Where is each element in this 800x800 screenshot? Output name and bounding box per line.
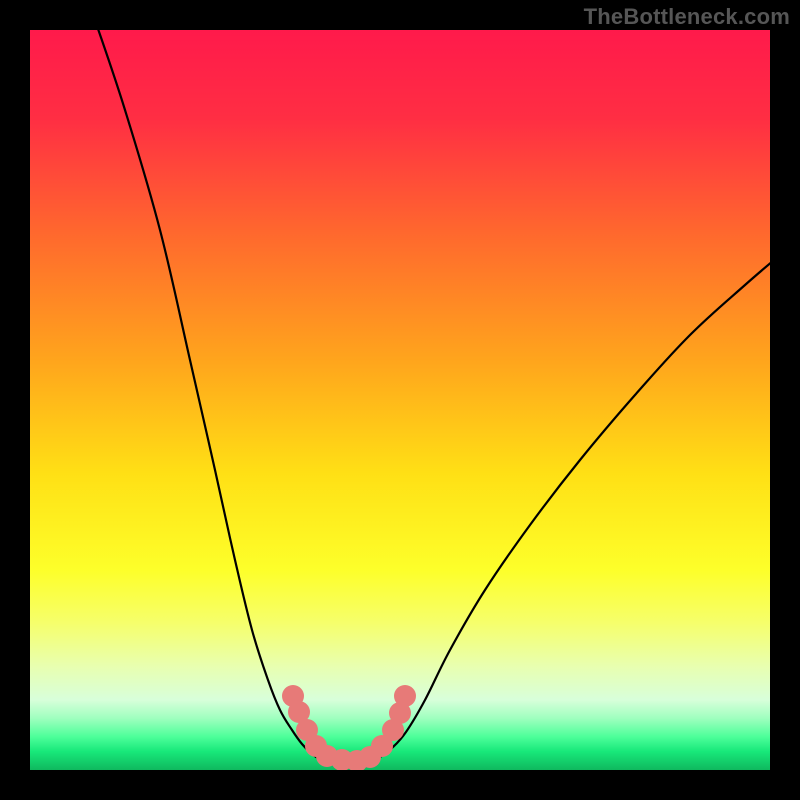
chart-svg [30, 30, 770, 770]
watermark-text: TheBottleneck.com [584, 4, 790, 30]
plot-area [30, 30, 770, 770]
chart-container: TheBottleneck.com [0, 0, 800, 800]
gradient-background [30, 30, 770, 770]
marker-dot [394, 685, 416, 707]
